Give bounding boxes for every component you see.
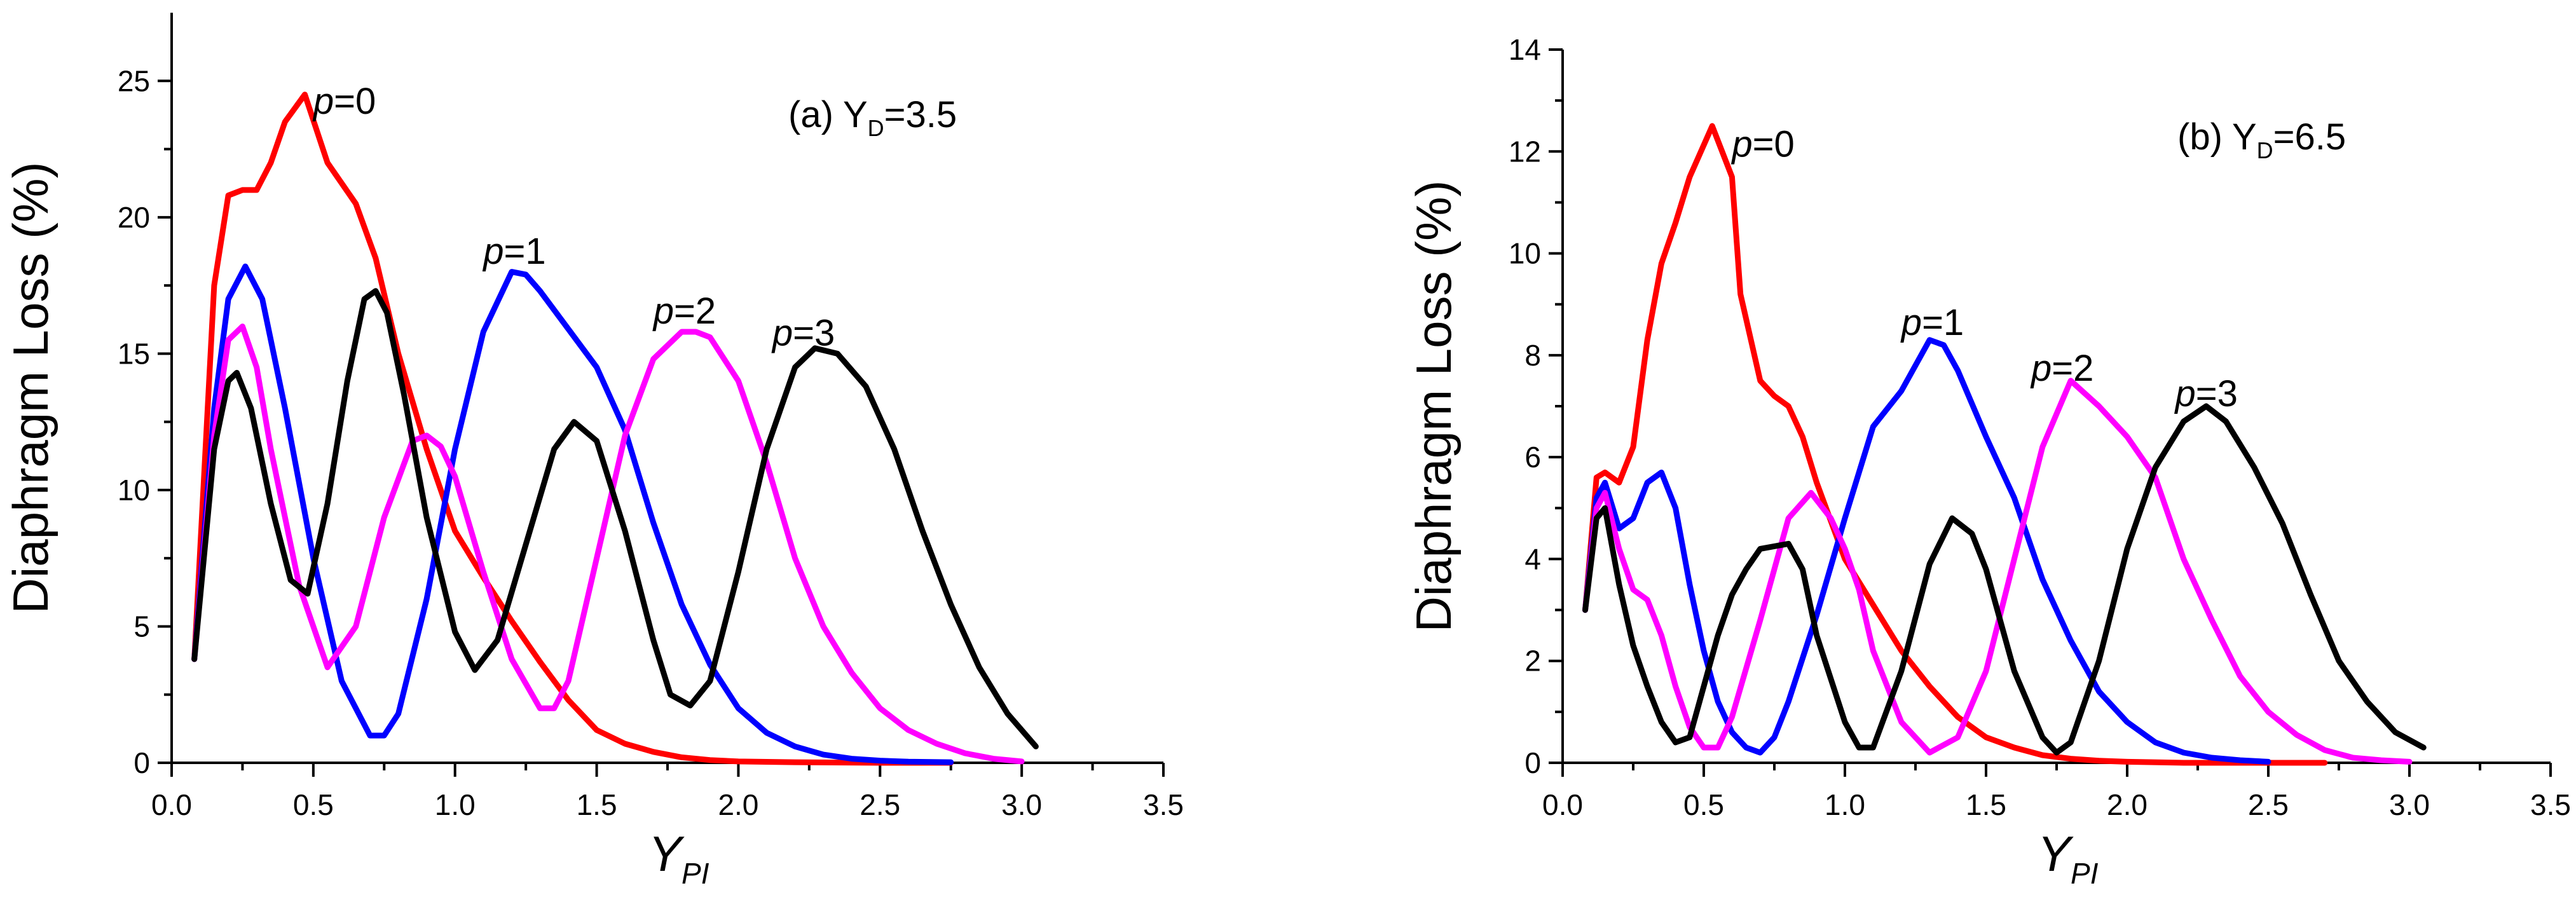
series-label-value: =1 bbox=[1922, 302, 1964, 343]
series-label-p3: p=3 bbox=[2174, 373, 2237, 414]
series-line-p3 bbox=[191, 288, 1039, 749]
y-tick-label: 20 bbox=[118, 201, 150, 234]
series-line-p1 bbox=[1582, 337, 2271, 765]
series-label-value: =1 bbox=[504, 231, 546, 272]
series-label-p1: p=1 bbox=[1900, 302, 1964, 343]
series-line-p2 bbox=[1582, 378, 2413, 765]
series-label-symbol: p bbox=[2174, 373, 2195, 414]
series-label-value: =3 bbox=[793, 312, 835, 353]
series-label-symbol: p bbox=[482, 231, 504, 272]
y-tick-label: 15 bbox=[118, 337, 150, 370]
x-tick-label: 0.5 bbox=[293, 788, 334, 821]
annotation-value: =3.5 bbox=[884, 94, 957, 135]
annotation-prefix: (b) Y bbox=[2177, 116, 2257, 158]
y-tick-label: 8 bbox=[1524, 339, 1541, 372]
series-label-p0: p=0 bbox=[312, 81, 376, 122]
x-axis-title-main: Y bbox=[2038, 826, 2074, 882]
panel-a: 0.0 0.5 1.0 1.5 2.0 2.5 3.0 3.5 0 5 10 15 20 25 Diaphr… bbox=[3, 13, 1184, 890]
x-tick-label: 2.0 bbox=[718, 788, 758, 821]
x-tick-label: 1.5 bbox=[577, 788, 617, 821]
series-label-value: =2 bbox=[674, 290, 716, 332]
series-label-value: =2 bbox=[2052, 348, 2093, 389]
y-tick-label: 0 bbox=[134, 746, 150, 779]
series-label-p2: p=2 bbox=[2030, 348, 2093, 389]
series-line-p0 bbox=[191, 92, 954, 766]
x-tick-label: 1.0 bbox=[435, 788, 476, 821]
series-label-symbol: p bbox=[312, 81, 334, 122]
panel-annotation: (a) YD=3.5 bbox=[788, 94, 957, 141]
y-tick-label: 10 bbox=[1509, 237, 1541, 270]
y-tick-label: 6 bbox=[1524, 441, 1541, 474]
series-line-p1 bbox=[191, 263, 954, 765]
x-tick-label: 2.5 bbox=[860, 788, 900, 821]
x-tick-label: 3.0 bbox=[2389, 788, 2430, 821]
series-label-symbol: p bbox=[1730, 123, 1752, 165]
x-tick-label: 0.0 bbox=[151, 788, 192, 821]
y-tick-label: 25 bbox=[118, 64, 150, 97]
series-label-p1: p=1 bbox=[482, 231, 545, 272]
x-axis-title-sub: PI bbox=[2071, 857, 2099, 890]
series-label-value: =3 bbox=[2196, 373, 2238, 414]
x-tick-label: 0.5 bbox=[1683, 788, 1724, 821]
x-axis-title-sub: PI bbox=[682, 857, 709, 890]
y-axis-title: Diaphragm Loss (%) bbox=[3, 162, 58, 614]
series-line-p2 bbox=[191, 324, 1025, 765]
series-label-symbol: p bbox=[652, 290, 674, 332]
series-label-p0: p=0 bbox=[1730, 123, 1794, 165]
series-label-value: =0 bbox=[334, 81, 376, 122]
y-tick-label: 2 bbox=[1524, 645, 1541, 678]
y-axis-title: Diaphragm Loss (%) bbox=[1406, 181, 1462, 632]
x-tick-label: 3.5 bbox=[2530, 788, 2571, 821]
x-tick-label: 3.0 bbox=[1001, 788, 1042, 821]
series-label-value: =0 bbox=[1753, 123, 1795, 165]
x-tick-label: 2.5 bbox=[2248, 788, 2289, 821]
annotation-sub: D bbox=[868, 115, 884, 141]
y-tick-label: 0 bbox=[1524, 746, 1541, 779]
series-label-p3: p=3 bbox=[771, 312, 835, 353]
annotation-value: =6.5 bbox=[2273, 116, 2346, 158]
x-tick-label: 1.5 bbox=[1966, 788, 2006, 821]
annotation-sub: D bbox=[2257, 137, 2273, 163]
series-label-p2: p=2 bbox=[652, 290, 716, 332]
series-line-p3 bbox=[1582, 403, 2427, 756]
x-axis-title-main: Y bbox=[648, 826, 685, 882]
y-tick-label: 5 bbox=[134, 610, 150, 643]
series-label-symbol: p bbox=[771, 312, 793, 353]
x-tick-label: 0.0 bbox=[1542, 788, 1583, 821]
series-label-symbol: p bbox=[2030, 348, 2052, 389]
x-tick-label: 2.0 bbox=[2107, 788, 2148, 821]
y-tick-label: 14 bbox=[1509, 33, 1541, 66]
series-line-p0 bbox=[1582, 123, 2328, 766]
x-tick-label: 1.0 bbox=[1825, 788, 1865, 821]
series-label-symbol: p bbox=[1900, 302, 1922, 343]
annotation-prefix: (a) Y bbox=[788, 94, 868, 135]
x-axis-title: YPI bbox=[648, 826, 709, 890]
x-axis-title: YPI bbox=[2038, 826, 2099, 890]
x-tick-label: 3.5 bbox=[1143, 788, 1184, 821]
y-tick-label: 12 bbox=[1509, 135, 1541, 168]
y-tick-label: 10 bbox=[118, 474, 150, 507]
panel-b: 0.0 0.5 1.0 1.5 2.0 2.5 3.0 3.5 0 2 4 6 8 10 12 14 Diaph… bbox=[1406, 33, 2571, 890]
y-tick-label: 4 bbox=[1524, 542, 1541, 575]
panel-annotation: (b) YD=6.5 bbox=[2177, 116, 2346, 163]
